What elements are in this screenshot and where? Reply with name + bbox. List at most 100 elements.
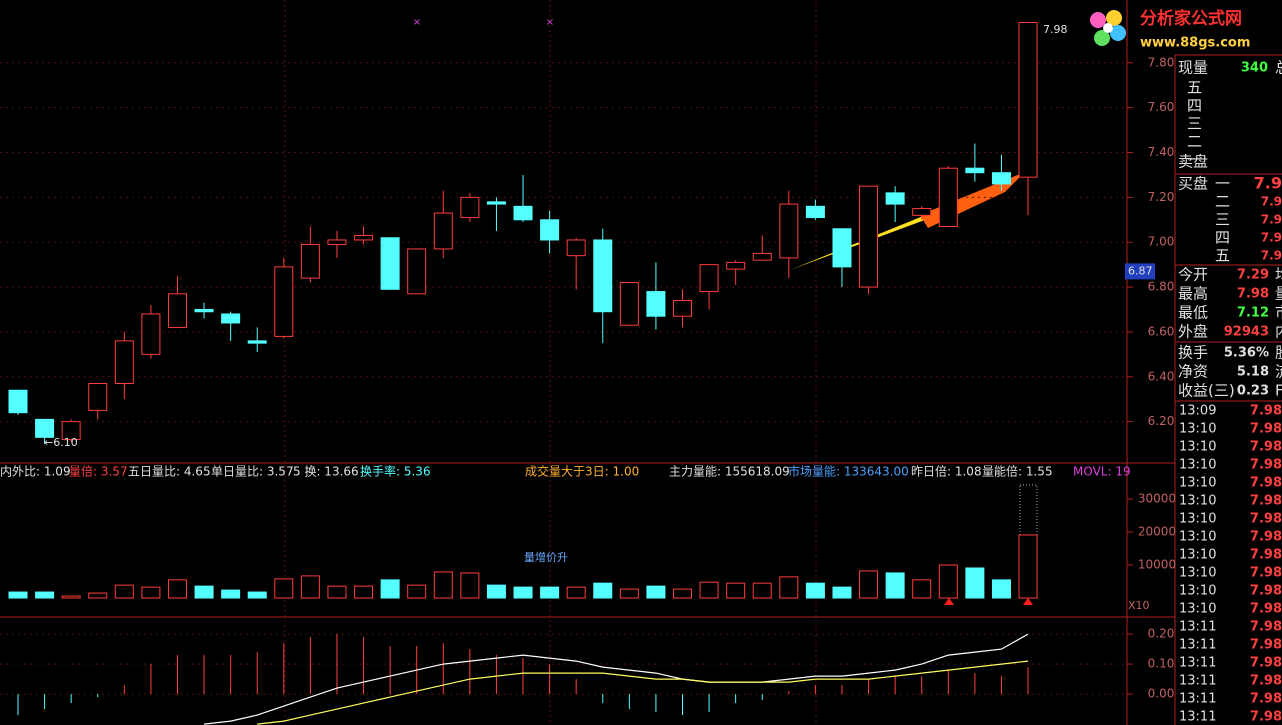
quote-text: 7.98 <box>1250 692 1282 707</box>
quote-text: 7.98 <box>1250 440 1282 455</box>
candle-body <box>540 219 560 241</box>
volume-bar <box>991 579 1011 599</box>
indicator-readout: 单日量比: 3.57 <box>211 465 294 479</box>
candle-body <box>646 291 666 317</box>
volume-bar <box>566 586 586 599</box>
quote-text: 7.98 <box>1237 287 1269 302</box>
quote-text: 量 <box>1275 285 1282 303</box>
volume-bar <box>593 582 613 599</box>
indicator-readout: 量倍: 3.57 <box>69 464 128 479</box>
candle-body <box>513 205 533 221</box>
quote-text: 13:11 <box>1179 692 1216 707</box>
quote-text: 均 <box>1275 266 1282 284</box>
quote-text: 5.36% <box>1224 346 1269 361</box>
candle-body <box>300 243 320 279</box>
quote-text: 买盘 <box>1178 175 1208 193</box>
y-tick-label: 7.20 <box>1148 190 1175 204</box>
candle-body <box>486 201 506 205</box>
indicator-readout: 成交量大于3日: 1.00 <box>525 464 639 479</box>
indicator-readout: 昨日倍: 1.08 <box>911 464 982 479</box>
quote-text: 流 <box>1275 363 1282 381</box>
logo-petal <box>1110 25 1126 41</box>
volume-bar <box>513 586 533 599</box>
logo: 分析家公式网 www.88gs.com <box>1090 8 1250 51</box>
volume-bar <box>486 584 506 599</box>
candle-body <box>221 313 241 324</box>
quote-text: 一 <box>1187 151 1202 169</box>
quote-text: 7.98 <box>1250 656 1282 671</box>
volume-bar <box>247 591 267 599</box>
logo-url: www.88gs.com <box>1140 36 1250 51</box>
volume-bar <box>965 567 985 599</box>
quote-text: 7.9 <box>1261 195 1282 209</box>
quote-text: 四 <box>1215 229 1230 247</box>
volume-note: 量增价升 <box>524 550 568 564</box>
volume-bar <box>779 576 799 599</box>
volume-bar <box>167 579 187 599</box>
quote-text: 7.98 <box>1250 566 1282 581</box>
volume-bar <box>407 584 427 599</box>
volume-bar <box>699 581 719 599</box>
quote-text: 三 <box>1187 115 1202 133</box>
candle-body <box>194 308 214 313</box>
quote-text: 7.12 <box>1237 306 1269 321</box>
candle-body <box>247 340 267 344</box>
candle-body <box>859 185 879 288</box>
quote-text: 7.98 <box>1250 710 1282 725</box>
quote-text: 7.98 <box>1250 674 1282 689</box>
quote-text: 7.98 <box>1250 512 1282 527</box>
candle-body <box>114 340 134 385</box>
candle-body <box>991 172 1011 185</box>
volume-bar <box>35 591 55 599</box>
quote-text: 7.98 <box>1250 638 1282 653</box>
volume-bar <box>380 579 400 599</box>
quote-text: 7.9 <box>1261 231 1282 245</box>
candle-body <box>354 234 374 241</box>
candle-body <box>885 192 905 205</box>
low-label: ←6.10 <box>44 436 78 449</box>
indicator-readout: 市场量能: 133643.00 <box>788 464 909 479</box>
volume-bar <box>805 582 825 599</box>
volume-bar <box>327 585 347 599</box>
quote-text: 13:10 <box>1179 566 1216 581</box>
volume-bar <box>460 572 480 599</box>
y-tick-label: 7.00 <box>1148 235 1175 249</box>
quote-text: 13:10 <box>1179 458 1216 473</box>
volume-bar <box>141 586 161 599</box>
candle-body <box>1018 21 1038 178</box>
volume-bar <box>274 578 294 599</box>
quote-text: 13:10 <box>1179 440 1216 455</box>
indicator-readout: 5 换: 13.66 <box>293 465 359 479</box>
candle-body <box>619 282 639 326</box>
indicator-line <box>257 660 1029 725</box>
scale-label: X10 <box>1128 599 1150 612</box>
quote-text: 13:10 <box>1179 494 1216 509</box>
quote-text: 7.98 <box>1250 476 1282 491</box>
quote-text: 7.29 <box>1237 268 1269 283</box>
quote-text: 内 <box>1275 323 1282 341</box>
y-tick-label: 10000 <box>1138 558 1176 572</box>
quote-text: 0.23 <box>1237 384 1269 399</box>
top-marker: × <box>546 17 554 28</box>
quote-text: 13:10 <box>1179 602 1216 617</box>
quote-text: 7.98 <box>1250 620 1282 635</box>
quote-text: 92943 <box>1224 325 1269 340</box>
logo-name: 分析家公式网 <box>1140 8 1242 29</box>
quote-text: 7.98 <box>1250 602 1282 617</box>
candle-body <box>8 389 28 414</box>
quote-text: 现量 <box>1178 59 1208 77</box>
quote-text: 7.98 <box>1250 548 1282 563</box>
quote-text: 总 <box>1275 59 1282 77</box>
high-label: 7.98 <box>1043 23 1068 36</box>
y-tick-label: 7.60 <box>1148 100 1175 114</box>
volume-bar <box>61 595 81 599</box>
y-tick-label: 6.20 <box>1148 414 1175 428</box>
y-tick-label: 30000 <box>1138 492 1176 506</box>
volume-bar <box>859 570 879 599</box>
quote-text: 四 <box>1187 97 1202 115</box>
candle-body <box>380 237 400 290</box>
quote-text: F <box>1275 382 1282 400</box>
